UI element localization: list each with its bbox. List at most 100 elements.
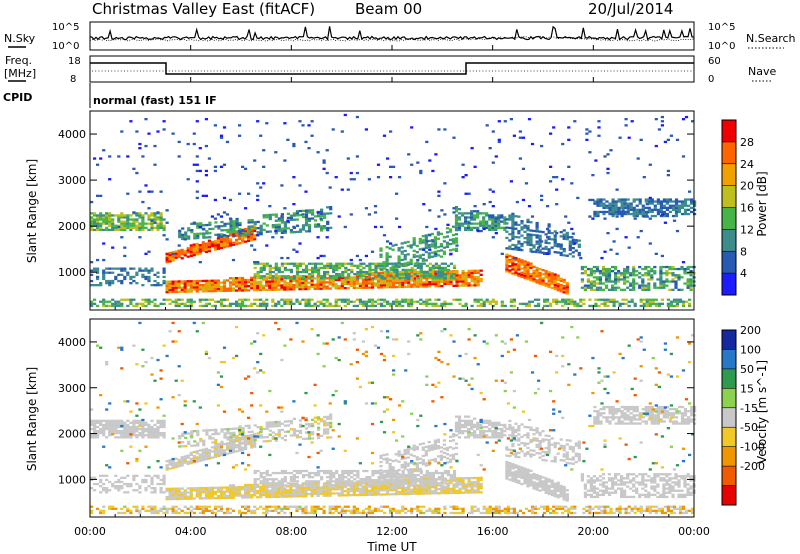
power-cell (253, 275, 257, 278)
power-cell (647, 288, 651, 291)
power-cell (527, 205, 532, 208)
power-cell (283, 122, 287, 125)
power-cell (576, 196, 580, 200)
power-cell (201, 283, 205, 287)
power-cell (102, 258, 106, 262)
power-cell (623, 280, 627, 283)
power-cell (349, 258, 353, 262)
power-cell (532, 229, 536, 233)
figure-title: Christmas Valley East (fitACF) (92, 0, 315, 18)
power-cell (473, 278, 477, 281)
velocity-cell (286, 430, 290, 433)
velocity-cell (274, 487, 278, 490)
power-cell (546, 298, 550, 301)
power-cell (567, 138, 571, 141)
power-cell (144, 269, 148, 272)
power-cell (386, 240, 390, 243)
power-cell (117, 300, 121, 303)
power-cell (141, 220, 145, 223)
power-cell (508, 247, 512, 250)
power-cell (183, 304, 187, 308)
velocity-cell (105, 419, 109, 422)
power-cell (517, 266, 521, 269)
velocity-cell (207, 497, 211, 500)
power-cell (665, 284, 669, 287)
power-cell (626, 212, 630, 216)
power-cell (547, 283, 551, 286)
power-cell (665, 265, 669, 269)
power-cell (374, 264, 378, 267)
power-cell (186, 284, 190, 287)
velocity-cell (241, 427, 245, 430)
velocity-cell (196, 442, 200, 445)
power-cell (304, 302, 308, 305)
power-cell (458, 302, 462, 305)
power-cell (666, 298, 670, 301)
velocity-cell (370, 485, 375, 488)
power-cell (367, 298, 371, 301)
power-cell (659, 200, 663, 203)
cpid-mode: normal (fast) 151 IF (93, 94, 217, 107)
power-cell (662, 272, 666, 275)
power-cell (138, 269, 142, 272)
velocity-cell (401, 486, 405, 489)
power-cell (533, 298, 538, 301)
power-cell (129, 298, 133, 301)
velocity-cell (114, 421, 118, 424)
power-cell (174, 252, 178, 255)
power-cell (593, 202, 597, 205)
power-cell (455, 298, 459, 301)
velocity-cell (277, 429, 281, 432)
velocity-cell (326, 417, 330, 421)
power-cell (647, 200, 651, 203)
power-cell (241, 285, 245, 288)
power-cell (494, 226, 498, 229)
power-cell (289, 275, 293, 279)
power-cell (680, 265, 684, 269)
power-cell (250, 282, 254, 286)
power-cell (436, 231, 440, 234)
power-cell (419, 268, 423, 272)
velocity-cell (443, 479, 447, 482)
power-cell (168, 298, 172, 301)
power-cell (120, 130, 124, 133)
power-cell (595, 278, 600, 281)
power-cell (421, 259, 425, 263)
power-cell (476, 212, 480, 215)
power-cell (473, 298, 477, 301)
velocity-cell (464, 483, 468, 486)
power-cell (253, 248, 257, 251)
power-cell (90, 304, 94, 308)
velocity-cell (238, 427, 242, 430)
power-cell (529, 266, 533, 269)
power-cell (198, 300, 202, 303)
power-cell (126, 222, 130, 225)
power-cell (553, 251, 557, 254)
power-cell (647, 282, 651, 285)
power-cell (340, 276, 344, 279)
velocity-cell (268, 429, 272, 432)
power-cell (458, 276, 462, 279)
power-cell (508, 233, 512, 236)
power-cell (114, 277, 118, 281)
power-cell (102, 214, 106, 217)
velocity-cell (452, 487, 456, 490)
power-cell (517, 232, 521, 235)
velocity-cell (193, 430, 197, 433)
power-cell (562, 280, 566, 284)
power-cell (162, 128, 166, 131)
velocity-cell (195, 458, 199, 461)
power-cell (668, 200, 672, 203)
power-cell (250, 231, 254, 234)
velocity-cell (141, 430, 145, 433)
velocity-cell (222, 492, 227, 495)
power-cell (389, 284, 393, 287)
power-cell (126, 218, 130, 221)
velocity-cell (211, 441, 215, 444)
velocity-cell (244, 492, 248, 495)
power-cell (195, 288, 199, 291)
power-cell (150, 284, 154, 287)
power-cell (683, 282, 687, 285)
power-cell (280, 288, 284, 291)
power-cell (338, 275, 342, 278)
